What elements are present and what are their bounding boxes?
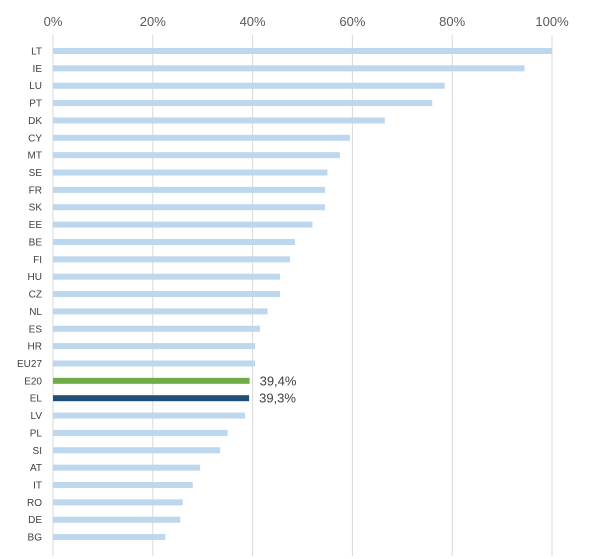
category-label: HU: [28, 272, 42, 283]
data-label: 39,4%: [260, 373, 297, 388]
bar-se: [53, 169, 328, 176]
bar-hu: [53, 273, 281, 280]
x-tick-label: 80%: [439, 14, 465, 29]
category-label: FI: [33, 255, 42, 266]
bar-eu27: [53, 360, 256, 367]
category-label: FR: [29, 185, 42, 196]
category-label: AT: [30, 463, 42, 474]
category-label: E20: [24, 376, 42, 387]
bar-dk: [53, 117, 385, 124]
bar-e20: [53, 377, 250, 384]
category-label: LV: [31, 411, 43, 422]
category-label: BE: [29, 237, 43, 248]
bar-mt: [53, 152, 340, 159]
data-label: 39,3%: [259, 391, 296, 406]
category-label: HR: [28, 342, 42, 353]
x-tick-label: 40%: [240, 14, 266, 29]
bar-be: [53, 238, 296, 245]
category-label: EL: [30, 394, 43, 405]
category-label: SK: [29, 203, 43, 214]
bar-sk: [53, 204, 325, 211]
bar-ie: [53, 65, 525, 72]
bar-fr: [53, 186, 325, 193]
category-label: PL: [30, 428, 43, 439]
category-label: PT: [29, 99, 42, 110]
category-label: LU: [29, 81, 42, 92]
category-label: BG: [28, 533, 43, 544]
category-label: MT: [28, 151, 42, 162]
bar-nl: [53, 308, 268, 315]
bar-lv: [53, 412, 246, 419]
bar-el: [53, 395, 250, 402]
bar-lu: [53, 82, 445, 89]
category-label: LT: [31, 47, 42, 58]
category-label: IE: [33, 64, 43, 75]
x-tick-label: 0%: [44, 14, 63, 29]
bar-at: [53, 464, 201, 471]
category-label: IT: [33, 481, 42, 492]
x-tick-label: 60%: [339, 14, 365, 29]
x-tick-label: 100%: [535, 14, 569, 29]
category-label: SE: [29, 168, 43, 179]
x-tick-label: 20%: [140, 14, 166, 29]
category-label: DE: [28, 515, 42, 526]
category-label: EE: [29, 220, 43, 231]
bar-ee: [53, 221, 313, 228]
bar-si: [53, 447, 221, 454]
bar-es: [53, 325, 261, 332]
bar-cy: [53, 134, 350, 141]
bar-cz: [53, 291, 281, 298]
category-label: EU27: [17, 359, 42, 370]
bar-ro: [53, 499, 183, 506]
category-label: NL: [29, 307, 42, 318]
bar-hr: [53, 343, 256, 350]
category-label: RO: [27, 498, 42, 509]
category-label: DK: [28, 116, 42, 127]
bar-bg: [53, 534, 166, 541]
bar-fi: [53, 256, 291, 263]
bar-de: [53, 516, 181, 523]
bar-pt: [53, 100, 433, 107]
category-label: SI: [33, 446, 42, 457]
bar-lt: [53, 48, 552, 54]
bar-pl: [53, 429, 228, 436]
category-label: CZ: [29, 290, 42, 301]
category-label: CY: [28, 133, 42, 144]
bar-it: [53, 482, 193, 488]
category-label: ES: [29, 324, 43, 335]
